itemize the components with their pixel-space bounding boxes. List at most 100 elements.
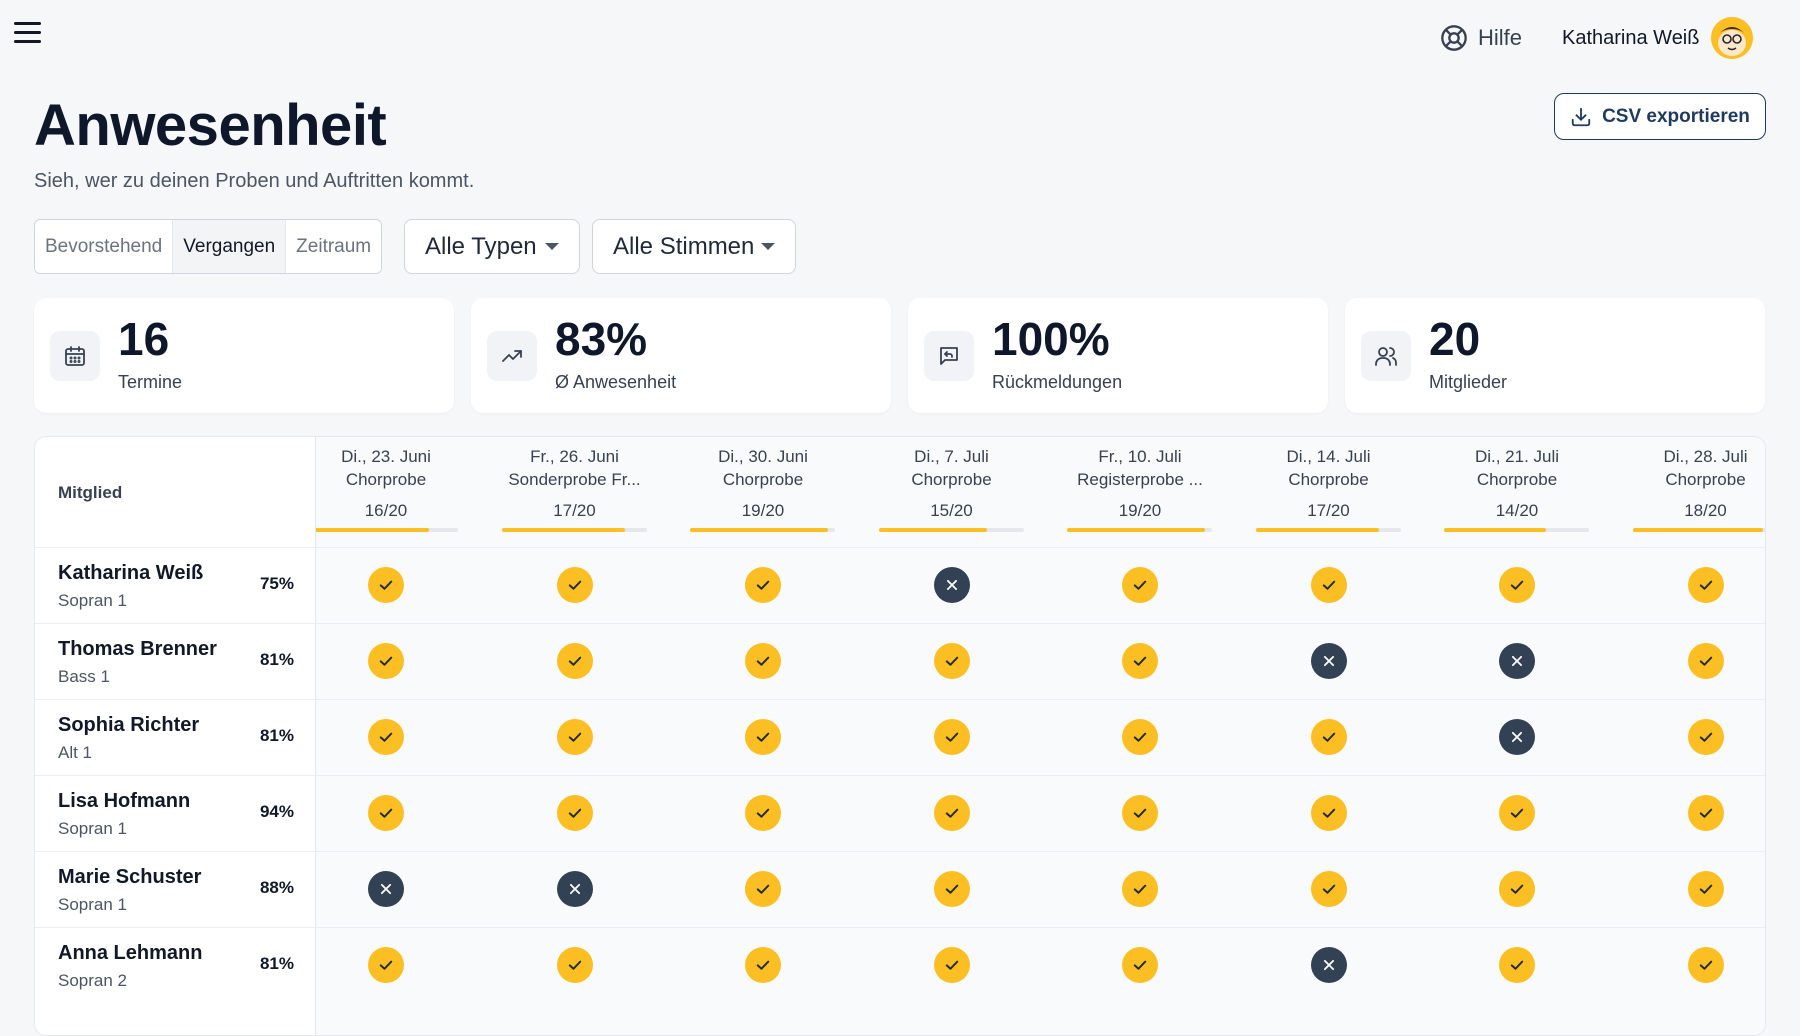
stat-label: Mitglieder bbox=[1429, 372, 1508, 392]
stat-label: Rückmeldungen bbox=[992, 372, 1123, 392]
event-column-header[interactable]: Fr., 26. Juni Sonderprobe Fr... 17/20 bbox=[500, 437, 650, 547]
present-check-icon[interactable] bbox=[933, 871, 970, 907]
absent-x-icon[interactable] bbox=[933, 567, 970, 603]
csv-export-label: CSV exportieren bbox=[1602, 105, 1750, 127]
member-row[interactable]: Thomas Brenner Bass 1 81% bbox=[35, 623, 316, 699]
event-title: Sonderprobe Fr... bbox=[508, 470, 641, 489]
member-name: Marie Schuster bbox=[58, 866, 202, 888]
present-check-icon[interactable] bbox=[1687, 567, 1724, 603]
event-column-header[interactable]: Di., 14. Juli Chorprobe 17/20 bbox=[1254, 437, 1404, 547]
event-column-header[interactable]: Di., 30. Juni Chorprobe 19/20 bbox=[688, 437, 838, 547]
event-column-header[interactable]: Fr., 10. Juli Registerprobe ... 19/20 bbox=[1065, 437, 1215, 547]
present-check-icon[interactable] bbox=[1499, 947, 1535, 983]
event-count: 19/20 bbox=[1118, 501, 1162, 520]
present-check-icon[interactable] bbox=[1310, 795, 1347, 831]
present-check-icon[interactable] bbox=[933, 643, 970, 679]
present-check-icon[interactable] bbox=[745, 719, 781, 755]
absent-x-icon[interactable] bbox=[1499, 643, 1535, 679]
present-check-icon[interactable] bbox=[933, 947, 970, 983]
member-voice: Sopran 2 bbox=[58, 971, 127, 990]
present-check-icon[interactable] bbox=[1499, 871, 1535, 907]
type-select[interactable]: Alle Typen bbox=[404, 219, 580, 274]
present-check-icon[interactable] bbox=[1687, 795, 1724, 831]
present-check-icon[interactable] bbox=[556, 643, 593, 679]
absent-x-icon[interactable] bbox=[368, 871, 404, 907]
voice-select[interactable]: Alle Stimmen bbox=[592, 219, 796, 274]
table-row bbox=[35, 699, 1765, 775]
stat-value: 100% bbox=[992, 313, 1110, 365]
present-check-icon[interactable] bbox=[556, 719, 593, 755]
event-column-header[interactable]: Di., 21. Juli Chorprobe 14/20 bbox=[1442, 437, 1592, 547]
present-check-icon[interactable] bbox=[1687, 871, 1724, 907]
csv-export-button[interactable]: CSV exportieren bbox=[1554, 93, 1766, 140]
present-check-icon[interactable] bbox=[1499, 795, 1535, 831]
present-check-icon[interactable] bbox=[1122, 795, 1158, 831]
present-check-icon[interactable] bbox=[1310, 567, 1347, 603]
member-column-header: Mitglied bbox=[35, 437, 315, 547]
present-check-icon[interactable] bbox=[1122, 871, 1158, 907]
present-check-icon[interactable] bbox=[745, 871, 781, 907]
member-voice: Bass 1 bbox=[58, 667, 110, 686]
present-check-icon[interactable] bbox=[745, 567, 781, 603]
lifebuoy-icon bbox=[1441, 25, 1467, 51]
table-row bbox=[35, 927, 1765, 1003]
event-date: Di., 14. Juli bbox=[1286, 447, 1371, 466]
present-check-icon[interactable] bbox=[1122, 947, 1158, 983]
member-row[interactable]: Anna Lehmann Sopran 2 81% bbox=[35, 927, 316, 1003]
present-check-icon[interactable] bbox=[556, 567, 593, 603]
absent-x-icon[interactable] bbox=[1310, 947, 1347, 983]
event-attendance-bar-fill bbox=[878, 528, 988, 532]
present-check-icon[interactable] bbox=[368, 567, 404, 603]
user-name: Katharina Weiß bbox=[1562, 26, 1700, 49]
member-row[interactable]: Marie Schuster Sopran 1 88% bbox=[35, 851, 316, 927]
event-column-header[interactable]: Di., 7. Juli Chorprobe 15/20 bbox=[877, 437, 1027, 547]
event-title: Chorprobe bbox=[1288, 470, 1369, 489]
member-row[interactable]: Katharina Weiß Sopran 1 75% bbox=[35, 547, 316, 623]
event-column-header[interactable]: Di., 28. Juli Chorprobe 18/20 bbox=[1631, 437, 1765, 547]
absent-x-icon[interactable] bbox=[1499, 719, 1535, 755]
present-check-icon[interactable] bbox=[368, 719, 404, 755]
user-menu[interactable]: Katharina Weiß bbox=[1562, 16, 1754, 60]
present-check-icon[interactable] bbox=[1687, 719, 1724, 755]
present-check-icon[interactable] bbox=[556, 947, 593, 983]
attendance-table: Di., 23. Juni Chorprobe 16/20 Fr., 26. Juni… bbox=[34, 436, 1766, 1036]
users-icon bbox=[1361, 331, 1411, 381]
member-attendance-percent: 81% bbox=[259, 650, 294, 669]
present-check-icon[interactable] bbox=[1122, 719, 1158, 755]
present-check-icon[interactable] bbox=[1687, 643, 1724, 679]
absent-x-icon[interactable] bbox=[556, 871, 593, 907]
event-count: 17/20 bbox=[553, 501, 596, 520]
present-check-icon[interactable] bbox=[933, 795, 970, 831]
present-check-icon[interactable] bbox=[1122, 643, 1158, 679]
present-check-icon[interactable] bbox=[745, 795, 781, 831]
event-date: Di., 23. Juni bbox=[341, 447, 431, 466]
present-check-icon[interactable] bbox=[1310, 719, 1347, 755]
segment-zeitraum[interactable]: Zeitraum bbox=[296, 235, 372, 257]
event-column-header[interactable]: Di., 23. Juni Chorprobe 16/20 bbox=[311, 437, 461, 547]
present-check-icon[interactable] bbox=[368, 947, 404, 983]
present-check-icon[interactable] bbox=[1122, 567, 1158, 603]
member-row[interactable]: Sophia Richter Alt 1 81% bbox=[35, 699, 316, 775]
caret-down-icon bbox=[545, 243, 559, 250]
member-row[interactable]: Lisa Hofmann Sopran 1 94% bbox=[35, 775, 316, 851]
voice-select-value: Alle Stimmen bbox=[613, 232, 755, 260]
present-check-icon[interactable] bbox=[368, 795, 404, 831]
present-check-icon[interactable] bbox=[745, 643, 781, 679]
stat-card-termine: 16 Termine bbox=[34, 298, 454, 413]
stat-label: Termine bbox=[118, 372, 183, 392]
present-check-icon[interactable] bbox=[745, 947, 781, 983]
present-check-icon[interactable] bbox=[556, 795, 593, 831]
time-filter-segmented: Bevorstehend Vergangen Zeitraum bbox=[34, 219, 383, 274]
segment-bevorstehend[interactable]: Bevorstehend bbox=[35, 220, 174, 273]
segment-vergangen[interactable]: Vergangen bbox=[173, 220, 287, 273]
present-check-icon[interactable] bbox=[1499, 567, 1535, 603]
present-check-icon[interactable] bbox=[1310, 871, 1347, 907]
present-check-icon[interactable] bbox=[368, 643, 404, 679]
present-check-icon[interactable] bbox=[1687, 947, 1724, 983]
absent-x-icon[interactable] bbox=[1310, 643, 1347, 679]
menu-icon[interactable] bbox=[14, 22, 42, 44]
help-link[interactable]: Hilfe bbox=[1440, 22, 1522, 54]
present-check-icon[interactable] bbox=[933, 719, 970, 755]
stat-card-anwesenheit: 83% Ø Anwesenheit bbox=[471, 298, 891, 413]
member-attendance-percent: 81% bbox=[259, 954, 294, 973]
